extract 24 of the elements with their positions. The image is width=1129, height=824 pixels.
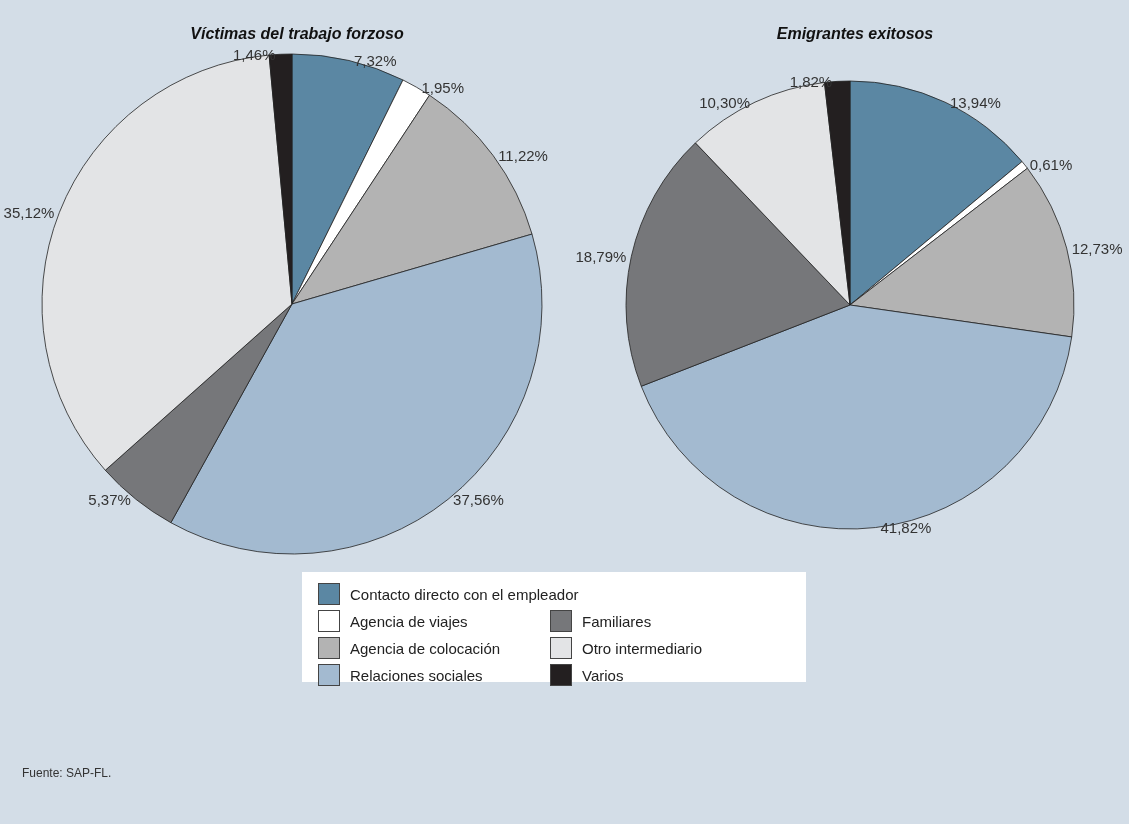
data-label: 41,82% xyxy=(880,519,932,537)
data-label: 37,56% xyxy=(453,490,504,508)
data-label: 1,46% xyxy=(232,45,276,63)
legend-label: Otro intermediario xyxy=(582,639,703,657)
source-note: Fuente: SAP-FL. xyxy=(22,766,112,780)
data-label: 18,79% xyxy=(575,247,627,265)
data-label: 5,37% xyxy=(88,490,131,508)
legend-label: Familiares xyxy=(582,612,652,630)
data-label: 12,73% xyxy=(1071,239,1123,257)
data-label: 1,82% xyxy=(789,72,833,90)
legend-label: Relaciones sociales xyxy=(350,666,483,684)
legend-label: Agencia de colocación xyxy=(350,639,501,657)
data-label: 35,12% xyxy=(3,203,55,221)
data-label: 1,95% xyxy=(421,78,465,96)
data-label: 11,22% xyxy=(498,147,548,165)
chart-title: Víctimas del trabajo forzoso xyxy=(190,24,404,42)
data-label: 13,94% xyxy=(949,93,1001,111)
data-label: 0,61% xyxy=(1029,156,1073,174)
legend-label: Agencia de viajes xyxy=(350,612,468,630)
legend-label: Contacto directo con el empleador xyxy=(350,585,579,603)
data-label: 10,30% xyxy=(699,93,751,111)
data-label: 7,32% xyxy=(353,52,397,70)
legend-label: Varios xyxy=(582,666,624,684)
chart-title: Emigrantes exitosos xyxy=(776,24,934,42)
